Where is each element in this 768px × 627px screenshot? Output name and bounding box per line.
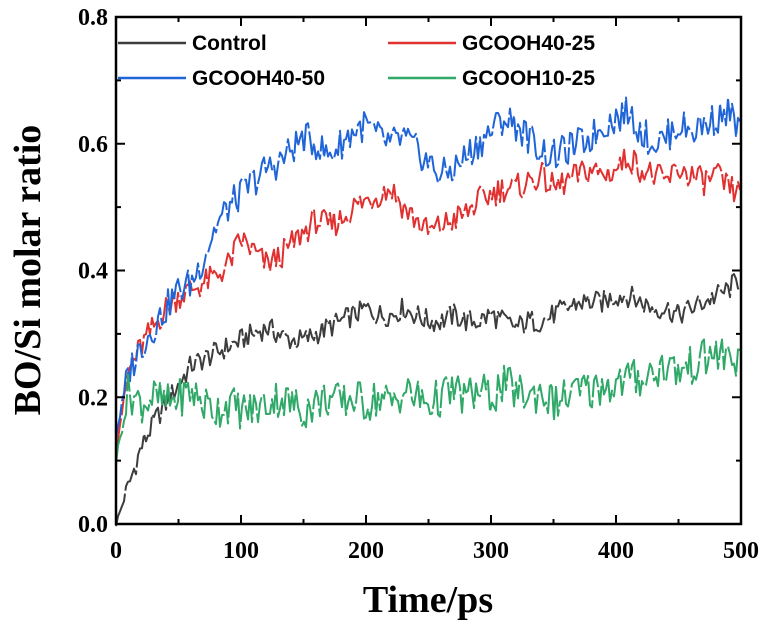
x-axis-title: Time/ps xyxy=(363,579,493,621)
y-tick-label-0.6: 0.6 xyxy=(78,132,108,158)
y-tick-label-0.0: 0.0 xyxy=(78,512,108,538)
x-tick-label-0: 0 xyxy=(110,538,122,564)
series-layer xyxy=(115,96,741,527)
series-line-gcooh40-50 xyxy=(115,96,741,438)
x-tick-label-300: 300 xyxy=(473,538,509,564)
x-tick-label-500: 500 xyxy=(723,538,759,564)
series-line-gcooh40-25 xyxy=(115,147,741,453)
legend: Control GCOOH40-25 GCOOH40-50 GCOOH10-25 xyxy=(118,32,595,90)
y-tick-label-0.2: 0.2 xyxy=(78,385,108,411)
series-line-control xyxy=(115,273,741,527)
legend-label-gcooh40-25: GCOOH40-25 xyxy=(462,32,595,55)
y-tick-label-0.4: 0.4 xyxy=(78,259,108,285)
x-tick-label-100: 100 xyxy=(223,538,259,564)
y-axis-title: BO/Si molar ratio xyxy=(7,125,49,416)
y-tick-label-0.8: 0.8 xyxy=(78,5,108,31)
series-line-gcooh10-25 xyxy=(115,338,741,465)
x-tick-label-200: 200 xyxy=(348,538,384,564)
legend-label-gcooh40-50: GCOOH40-50 xyxy=(192,67,325,90)
x-tick-label-400: 400 xyxy=(598,538,634,564)
legend-label-gcooh10-25: GCOOH10-25 xyxy=(462,67,595,90)
ticks-layer: 0 100 200 300 400 500 0.0 0.2 0.4 0.6 0.8 xyxy=(78,5,759,564)
legend-label-control: Control xyxy=(192,32,267,55)
